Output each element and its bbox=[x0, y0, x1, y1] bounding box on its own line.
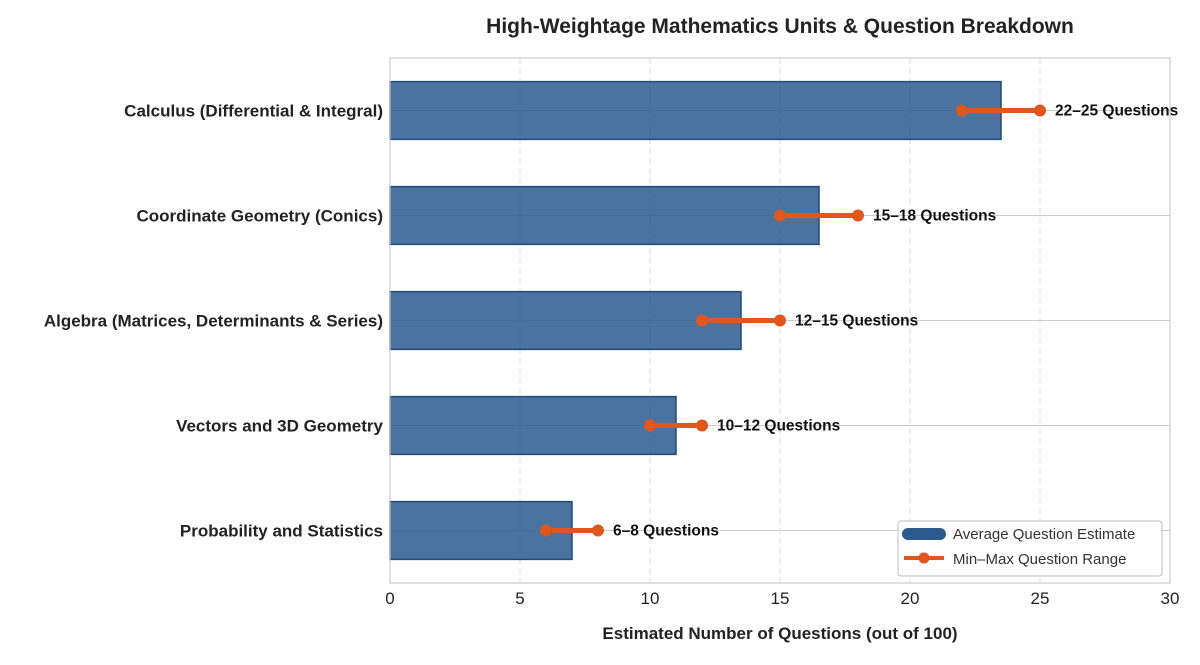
range-min-point bbox=[644, 419, 656, 432]
legend-label-range: Min–Max Question Range bbox=[953, 551, 1126, 568]
legend-range-marker bbox=[918, 552, 930, 564]
bar bbox=[389, 290, 742, 351]
range-max-point bbox=[774, 314, 786, 327]
range-annotation: 6–8 Questions bbox=[613, 523, 719, 540]
range-min-point bbox=[774, 209, 786, 222]
y-category-label: Calculus (Differential & Integral) bbox=[124, 102, 383, 121]
y-category-label: Probability and Statistics bbox=[180, 522, 383, 541]
x-axis-label: Estimated Number of Questions (out of 10… bbox=[602, 624, 957, 643]
range-annotation: 22–25 Questions bbox=[1055, 103, 1178, 120]
range-annotation: 12–15 Questions bbox=[795, 313, 918, 330]
range-min-point bbox=[540, 524, 552, 537]
range-min-point bbox=[696, 314, 708, 327]
chart-title: High-Weightage Mathematics Units & Quest… bbox=[486, 15, 1074, 38]
bar bbox=[389, 185, 820, 246]
range-max-point bbox=[592, 524, 604, 537]
x-tick-label: 15 bbox=[771, 589, 790, 608]
range-max-point bbox=[696, 419, 708, 432]
legend-box bbox=[897, 520, 1163, 577]
y-category-label: Vectors and 3D Geometry bbox=[176, 417, 383, 436]
legend-bar-swatch bbox=[902, 528, 946, 540]
range-max-point bbox=[1034, 104, 1046, 117]
x-tick-label: 20 bbox=[901, 589, 920, 608]
range-annotation: 15–18 Questions bbox=[873, 208, 996, 225]
bar bbox=[389, 395, 677, 456]
range-layer bbox=[540, 104, 1046, 537]
y-category-label: Coordinate Geometry (Conics) bbox=[136, 207, 383, 226]
x-tick-label: 25 bbox=[1031, 589, 1050, 608]
legend-label-average: Average Question Estimate bbox=[953, 526, 1135, 543]
x-tick-label: 5 bbox=[515, 589, 524, 608]
tick-layer: 0 5 10 15 20 25 30 bbox=[385, 589, 1179, 608]
range-annotation: 10–12 Questions bbox=[717, 418, 840, 435]
label-layer: Calculus (Differential & Integral) 22–25 … bbox=[44, 102, 1178, 541]
range-max-point bbox=[852, 209, 864, 222]
bar bbox=[389, 80, 1002, 141]
plot-frame bbox=[389, 57, 1171, 584]
y-category-label: Algebra (Matrices, Determinants & Series… bbox=[44, 312, 383, 331]
x-tick-label: 0 bbox=[385, 589, 394, 608]
legend: Average Question Estimate Min–Max Questi… bbox=[897, 520, 1163, 577]
x-tick-label: 30 bbox=[1161, 589, 1180, 608]
range-min-point bbox=[956, 104, 968, 117]
x-tick-label: 10 bbox=[641, 589, 660, 608]
